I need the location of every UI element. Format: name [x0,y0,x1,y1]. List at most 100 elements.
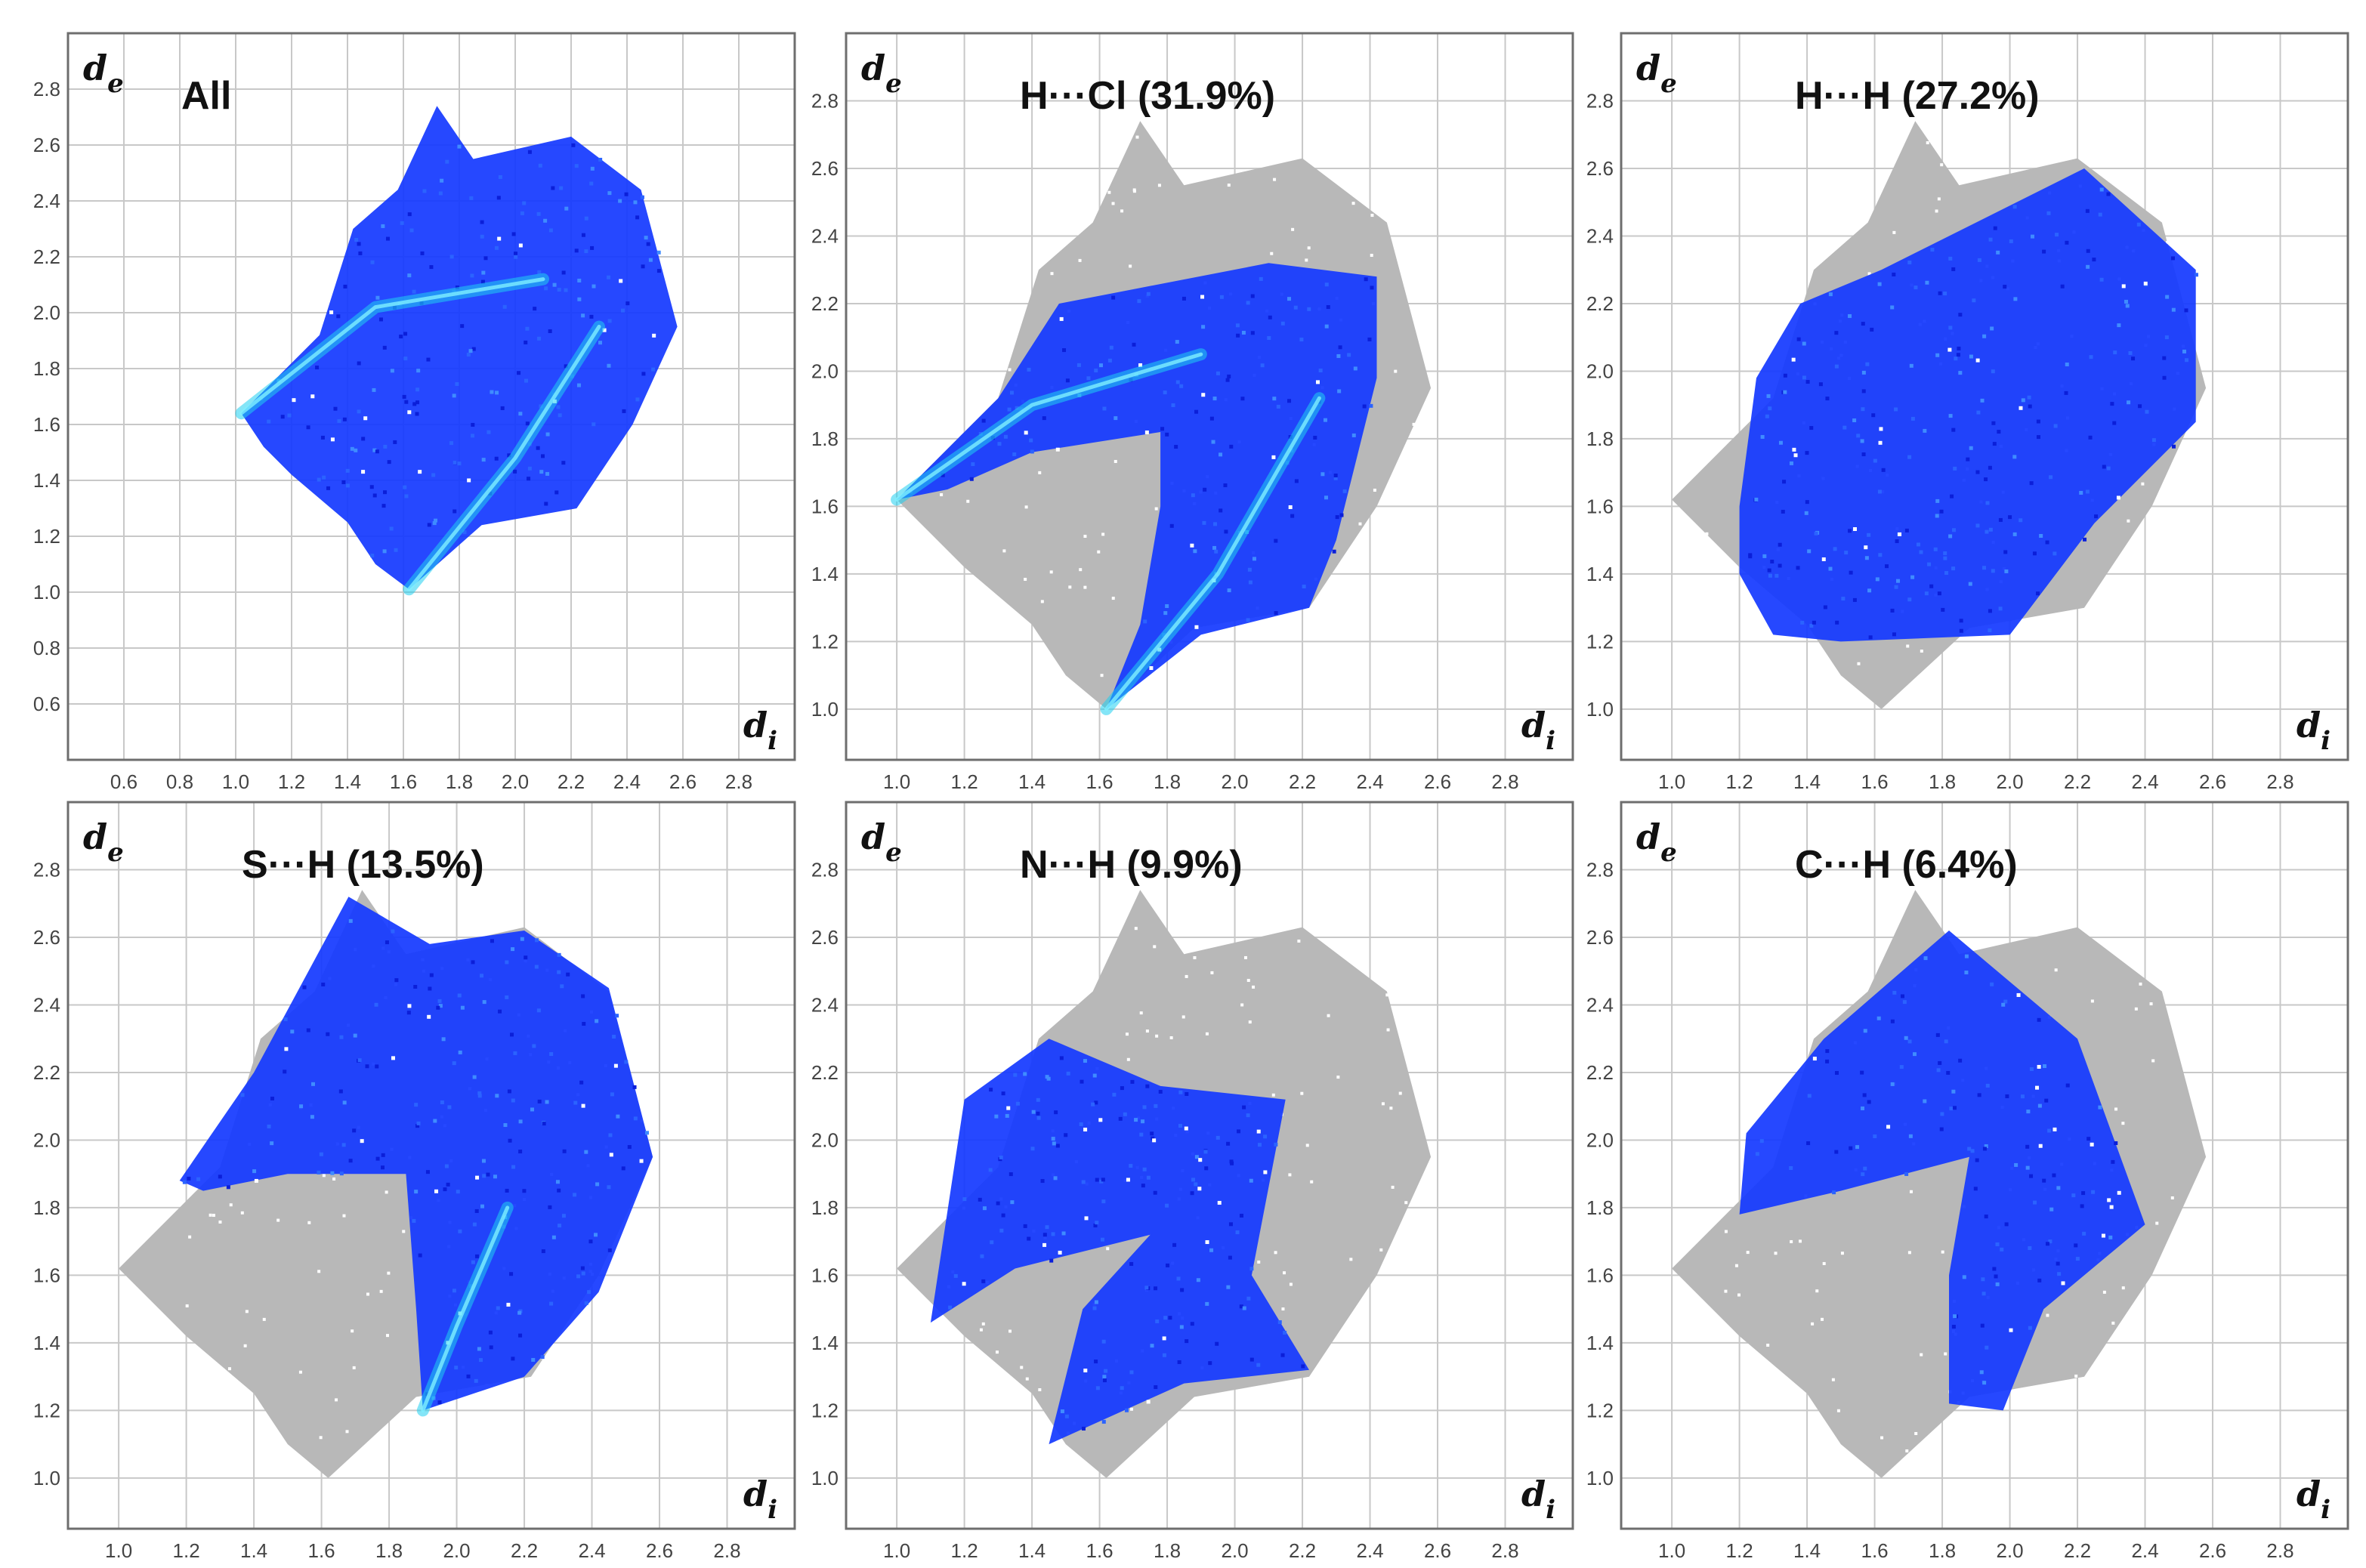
contact-point [407,1004,412,1008]
contact-point [1095,1221,1099,1225]
contact-point [182,1180,187,1184]
contact-point [1293,305,1298,310]
contact-point [1807,1094,1812,1098]
contact-point [2046,211,2051,215]
y-tick-label: 2.2 [811,1061,839,1084]
contact-point [481,1159,486,1163]
background-speckle-point [1101,532,1105,536]
contact-point [1276,404,1280,409]
contact-point [981,1279,986,1283]
contact-point [1175,380,1180,384]
x-tick-label: 2.6 [2199,1539,2226,1562]
y-axis-label-subscript: e [1660,838,1677,868]
contact-point [1807,549,1812,554]
x-tick-label: 1.8 [1154,1539,1181,1562]
contact-point [1171,403,1175,407]
background-speckle-point [212,1214,215,1218]
contact-point [1770,560,1774,564]
contact-point [1783,390,1787,394]
contact-point [598,341,603,345]
contact-point [522,201,527,205]
contact-point [534,965,539,969]
contact-point [1968,582,1972,586]
contact-point [1211,440,1215,444]
contact-point [1904,528,1909,532]
contact-point [1023,1072,1027,1076]
contact-point [1083,1059,1087,1063]
contact-point [1336,353,1341,358]
contact-point [2079,490,2083,495]
contact-point [571,143,576,147]
contact-point [267,1124,271,1128]
contact-point [1176,1276,1181,1281]
contact-point [609,1153,613,1157]
background-speckle-point [1083,535,1087,539]
contact-point [1166,1263,1170,1267]
background-speckle-point [1008,368,1012,372]
contact-point [1064,1414,1069,1418]
contact-point [1320,472,1325,477]
contact-point [2027,395,2031,400]
contact-point [1876,1016,1881,1020]
contact-point [496,1306,500,1310]
contact-point [1248,580,1252,585]
background-speckle-point [1097,550,1101,554]
x-tick-label: 1.2 [1726,1539,1753,1562]
contact-point [1256,1129,1261,1134]
contact-point [1024,431,1028,435]
contact-point [1958,371,1963,375]
contact-point [541,1249,545,1254]
contact-point [466,353,471,357]
contact-point [1867,588,1872,593]
contact-point [646,242,650,246]
contact-point [514,252,518,256]
background-speckle-point [1920,1353,1923,1357]
contact-point [2071,1193,2076,1198]
y-tick-label: 1.4 [811,563,839,585]
contact-point [1099,1179,1104,1184]
contact-point [652,333,656,338]
contact-point [1966,457,1970,461]
contact-point [2044,1098,2049,1103]
contact-point [1064,1133,1068,1137]
contact-point [552,282,557,287]
contact-point [592,422,596,427]
background-speckle-point [1892,230,1896,234]
contact-point [1944,571,1949,576]
x-tick-label: 1.6 [390,770,417,793]
contact-point [1981,1292,1986,1296]
contact-point [1755,1152,1759,1156]
contact-point [1814,531,1818,536]
contact-point [1247,567,1252,572]
contact-point [537,336,542,341]
contact-point [1224,529,1228,534]
contact-point [1834,1150,1839,1154]
background-speckle-point [979,1328,983,1332]
background-speckle-point [1050,272,1054,276]
contact-point [621,1166,625,1171]
contact-point [412,1218,416,1223]
background-speckle-point [1394,369,1398,373]
contact-point [1985,529,1989,534]
contact-point [1878,553,1883,557]
contact-point [607,1185,611,1190]
contact-point [466,1374,471,1378]
contact-point [1849,1146,1853,1150]
contact-point [290,1029,295,1034]
contact-point [1834,1071,1839,1076]
contact-point [2170,256,2175,261]
contact-point [345,468,350,473]
contact-point [1010,1200,1015,1205]
contact-point [502,304,507,309]
contact-point [1879,427,1883,431]
y-tick-label: 2.2 [33,1061,60,1084]
contact-point [1324,495,1329,500]
contact-point [517,1310,522,1315]
contact-point [1005,1113,1009,1118]
background-speckle-point [229,1203,233,1207]
background-speckle-point [1157,184,1161,187]
contact-point [579,1080,584,1085]
contact-point [370,554,375,558]
contact-point [978,1197,982,1202]
y-tick-label: 2.8 [1586,89,1614,112]
